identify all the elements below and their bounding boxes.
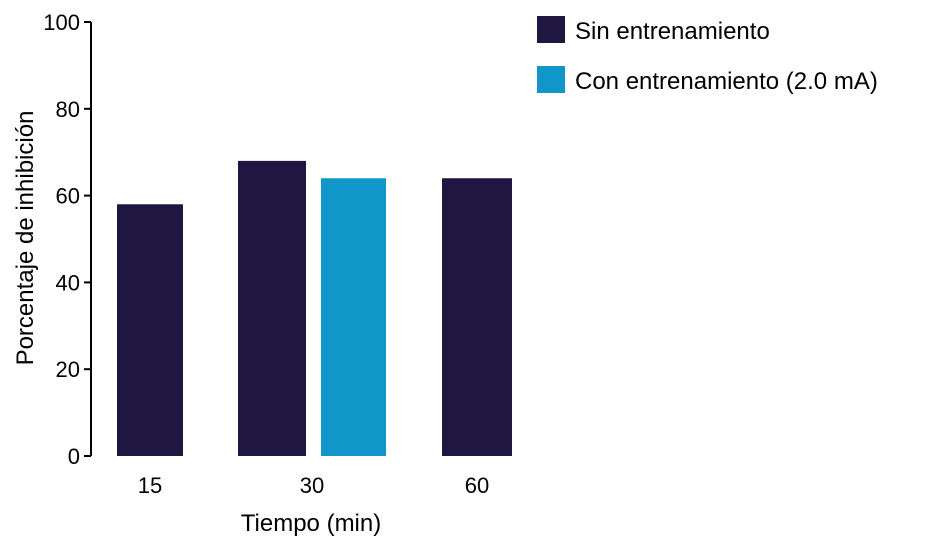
- y-axis: 0 20 40 60 80 100: [43, 10, 92, 469]
- x-axis-ticks: 15 30 60: [138, 473, 489, 498]
- x-tick-label: 30: [300, 473, 324, 498]
- y-tick-label: 0: [68, 444, 80, 469]
- y-tick-label: 100: [43, 10, 80, 35]
- legend-label: Sin entrenamiento: [575, 18, 770, 45]
- y-tick-label: 20: [56, 357, 80, 382]
- bar-30-sin-entrenamiento: [238, 160, 306, 456]
- bar-30-con-entrenamiento: [321, 178, 386, 457]
- x-tick-label: 15: [138, 473, 162, 498]
- legend-swatch: [537, 66, 565, 93]
- bar-15-sin-entrenamiento: [117, 204, 183, 456]
- legend-swatch: [537, 16, 565, 43]
- legend-label: Con entrenamiento (2.0 mA): [575, 68, 878, 95]
- y-tick-label: 60: [56, 184, 80, 209]
- legend: Sin entrenamiento Con entrenamiento (2.0 …: [537, 16, 878, 95]
- bars: [117, 160, 512, 457]
- bar-60-sin-entrenamiento: [442, 178, 512, 457]
- x-axis-title: Tiempo (min): [241, 510, 381, 537]
- x-tick-label: 60: [465, 473, 489, 498]
- y-tick-label: 40: [56, 270, 80, 295]
- y-axis-title: Porcentaje de inhibición: [12, 111, 39, 366]
- y-tick-label: 80: [56, 97, 80, 122]
